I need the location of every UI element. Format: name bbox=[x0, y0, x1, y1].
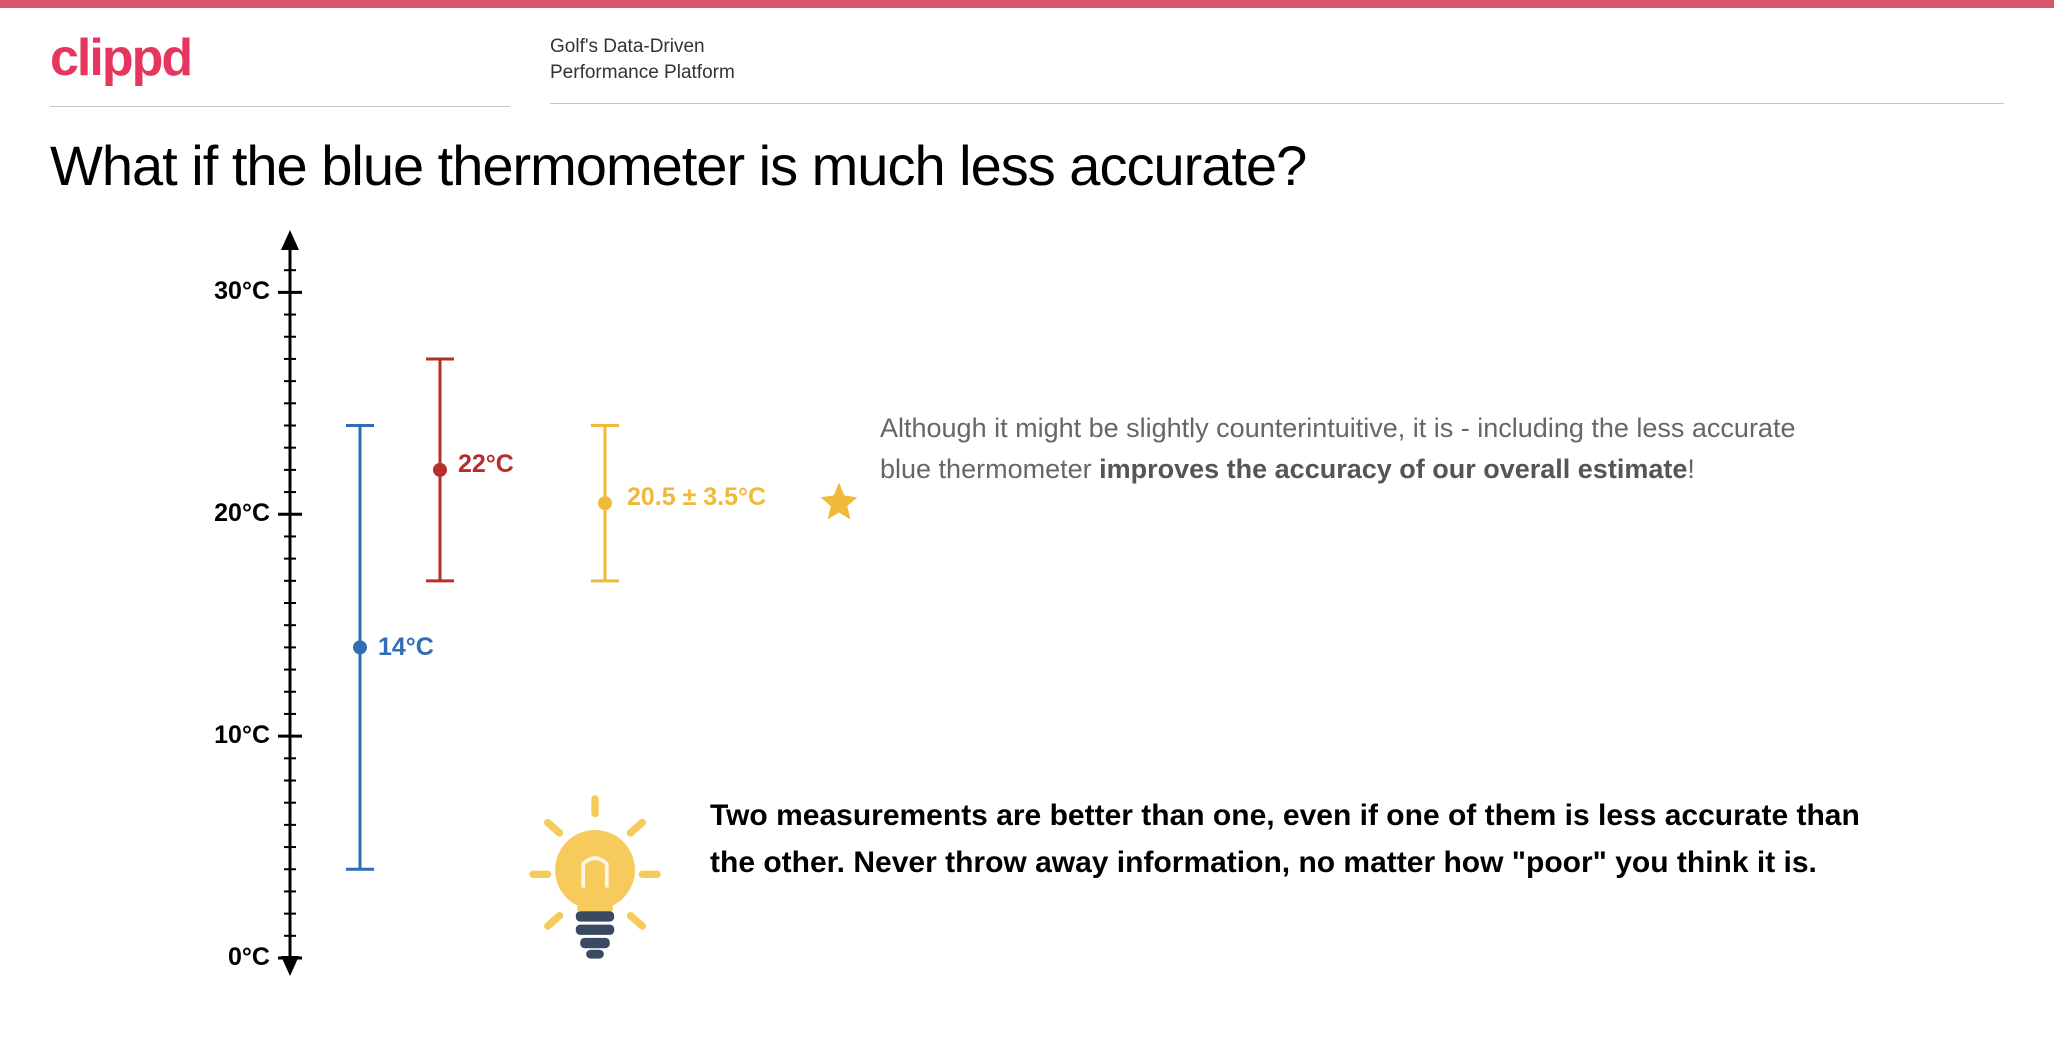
brand-block: clippd bbox=[50, 28, 510, 107]
brand-logo: clippd bbox=[50, 28, 510, 88]
header: clippd Golf's Data-Driven Performance Pl… bbox=[0, 8, 2054, 107]
tagline-block: Golf's Data-Driven Performance Platform bbox=[550, 28, 2004, 104]
page-title: What if the blue thermometer is much les… bbox=[0, 107, 2054, 198]
axis-tick-label: 10°C bbox=[190, 721, 270, 750]
explanation-emphasis: improves the accuracy of our overall est… bbox=[1099, 454, 1687, 484]
lightbulb-icon bbox=[520, 793, 670, 968]
star-icon bbox=[817, 479, 861, 528]
insight-callout: Two measurements are better than one, ev… bbox=[520, 793, 1880, 968]
yellow-measurement-label: 20.5 ± 3.5°C bbox=[627, 483, 766, 512]
tagline: Golf's Data-Driven Performance Platform bbox=[550, 34, 2004, 85]
top-accent-bar bbox=[0, 0, 2054, 8]
red-measurement-label: 22°C bbox=[458, 450, 514, 479]
axis-tick-label: 30°C bbox=[190, 277, 270, 306]
explanation-text: Although it might be slightly counterint… bbox=[880, 408, 1840, 489]
axis-tick-label: 0°C bbox=[190, 943, 270, 972]
content: 0°C 10°C 20°C 30°C 14°C 22°C 20.5 ± 3.5°C Alt… bbox=[0, 198, 2054, 998]
blue-measurement-label: 14°C bbox=[378, 633, 434, 662]
axis-tick-label: 20°C bbox=[190, 499, 270, 528]
insight-text: Two measurements are better than one, ev… bbox=[710, 793, 1880, 886]
